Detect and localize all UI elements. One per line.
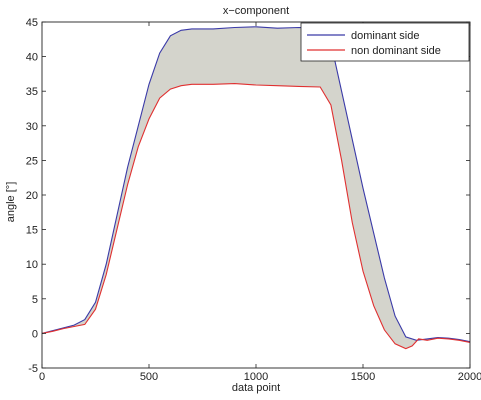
y-tick-label: 30 [26,121,38,133]
x-axis-label: data point [232,382,280,394]
y-tick-label: 10 [26,259,38,271]
y-axis-label: angle [°] [5,182,17,222]
x-tick-label: 2000 [458,371,481,383]
y-tick-label: 25 [26,155,38,167]
x-tick-label: 500 [140,371,158,383]
x-tick-label: 1500 [351,371,375,383]
y-tick-label: 0 [32,328,38,340]
y-tick-label: 5 [32,294,38,306]
legend-label-0: dominant side [351,30,420,42]
chart-title: x−component [223,5,289,17]
y-tick-label: 35 [26,86,38,98]
legend: dominant side non dominant side [300,22,470,62]
y-tick-label: 45 [26,17,38,29]
y-tick-label: 20 [26,190,38,202]
series-line-1 [41,83,471,350]
x-tick-label: 1000 [244,371,268,383]
series-line-0 [41,26,471,343]
fill-between-area [42,26,470,349]
y-tick-label: 15 [26,225,38,237]
x-tick-label: 0 [39,371,45,383]
legend-box [300,22,470,62]
y-tick-label: 40 [26,52,38,64]
legend-label-1: non dominant side [351,45,441,57]
y-tick-label: -5 [28,363,38,375]
